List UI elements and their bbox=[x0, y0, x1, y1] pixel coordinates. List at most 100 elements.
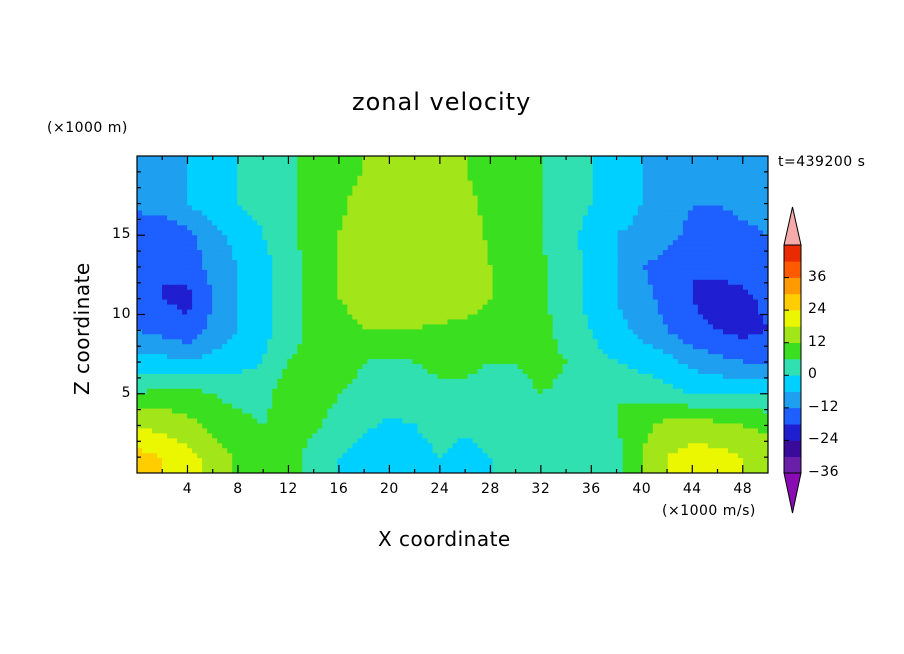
field-cell bbox=[347, 165, 353, 172]
field-cell bbox=[292, 156, 298, 162]
field-cell bbox=[617, 289, 624, 296]
field-cell bbox=[487, 339, 494, 345]
field-cell bbox=[412, 210, 419, 217]
field-cell bbox=[242, 240, 248, 246]
field-cell bbox=[522, 294, 529, 301]
field-cell bbox=[577, 200, 584, 207]
field-cell bbox=[187, 334, 193, 340]
field-cell bbox=[637, 220, 644, 226]
field-cell bbox=[227, 215, 233, 221]
field-cell bbox=[677, 284, 684, 291]
field-cell bbox=[747, 200, 754, 207]
field-cell bbox=[617, 309, 624, 316]
field-cell bbox=[147, 269, 153, 276]
field-cell bbox=[632, 274, 639, 281]
field-cell bbox=[617, 210, 624, 217]
field-cell bbox=[572, 160, 579, 167]
field-cell bbox=[522, 329, 529, 335]
field-cell bbox=[607, 309, 614, 316]
field-cell bbox=[562, 180, 569, 187]
field-cell bbox=[472, 175, 479, 182]
field-cell bbox=[212, 264, 218, 271]
field-cell bbox=[667, 284, 674, 291]
field-cell bbox=[417, 309, 424, 316]
field-cell bbox=[557, 195, 564, 202]
field-cell bbox=[647, 180, 654, 187]
field-cell bbox=[402, 294, 409, 301]
field-cell bbox=[542, 195, 549, 202]
field-cell bbox=[167, 210, 173, 217]
field-cell bbox=[172, 324, 178, 330]
field-cell bbox=[502, 274, 509, 281]
field-cell bbox=[697, 284, 704, 291]
field-cell bbox=[367, 319, 373, 325]
field-cell bbox=[547, 245, 554, 251]
field-cell bbox=[457, 225, 464, 231]
field-cell bbox=[262, 195, 268, 202]
field-cell bbox=[732, 175, 739, 182]
field-cell bbox=[327, 329, 333, 335]
field-cell bbox=[397, 339, 404, 345]
field-cell bbox=[252, 156, 258, 162]
field-cell bbox=[467, 339, 474, 345]
field-cell bbox=[567, 334, 574, 340]
field-cell bbox=[192, 200, 198, 207]
field-cell bbox=[532, 190, 539, 197]
field-cell bbox=[412, 156, 419, 162]
field-cell bbox=[602, 264, 609, 271]
field-cell bbox=[532, 205, 539, 212]
field-cell bbox=[572, 260, 579, 266]
field-cell bbox=[332, 200, 338, 207]
field-cell bbox=[742, 195, 749, 202]
field-cell bbox=[337, 220, 343, 226]
field-cell bbox=[482, 304, 489, 311]
field-cell bbox=[257, 245, 263, 251]
field-cell bbox=[597, 324, 604, 330]
field-cell bbox=[317, 255, 323, 261]
field-cell bbox=[377, 339, 383, 345]
field-cell bbox=[372, 349, 378, 355]
field-cell bbox=[512, 339, 519, 345]
field-cell bbox=[657, 240, 664, 246]
field-cell bbox=[297, 210, 303, 217]
field-cell bbox=[627, 299, 634, 306]
field-cell bbox=[652, 274, 659, 281]
field-cell bbox=[472, 274, 479, 281]
field-cell bbox=[662, 230, 669, 236]
field-cell bbox=[197, 170, 203, 177]
field-cell bbox=[322, 185, 328, 192]
field-cell bbox=[327, 190, 333, 197]
field-cell bbox=[477, 299, 484, 306]
field-cell bbox=[627, 324, 634, 330]
field-cell bbox=[172, 294, 178, 301]
field-cell bbox=[267, 225, 273, 231]
field-cell bbox=[157, 245, 163, 251]
field-cell bbox=[217, 220, 223, 226]
field-cell bbox=[277, 170, 283, 177]
field-cell bbox=[537, 324, 544, 330]
field-cell bbox=[322, 230, 328, 236]
field-cell bbox=[457, 279, 464, 286]
field-cell bbox=[652, 250, 659, 256]
field-cell bbox=[402, 334, 409, 340]
field-cell bbox=[562, 156, 569, 162]
field-cell bbox=[617, 279, 624, 286]
field-cell bbox=[502, 294, 509, 301]
field-cell bbox=[407, 304, 414, 311]
field-cell bbox=[262, 165, 268, 172]
field-cell bbox=[617, 269, 624, 276]
field-cell bbox=[257, 205, 263, 212]
field-cell bbox=[242, 339, 248, 345]
field-cell bbox=[472, 284, 479, 291]
field-cell bbox=[222, 309, 228, 316]
field-cell bbox=[317, 220, 323, 226]
field-cell bbox=[612, 240, 619, 246]
field-cell bbox=[222, 230, 228, 236]
field-cell bbox=[497, 339, 504, 345]
field-cell bbox=[252, 329, 258, 335]
field-cell bbox=[672, 215, 679, 221]
field-cell bbox=[147, 200, 153, 207]
field-cell bbox=[517, 156, 524, 162]
field-cell bbox=[572, 230, 579, 236]
field-cell bbox=[707, 324, 714, 330]
